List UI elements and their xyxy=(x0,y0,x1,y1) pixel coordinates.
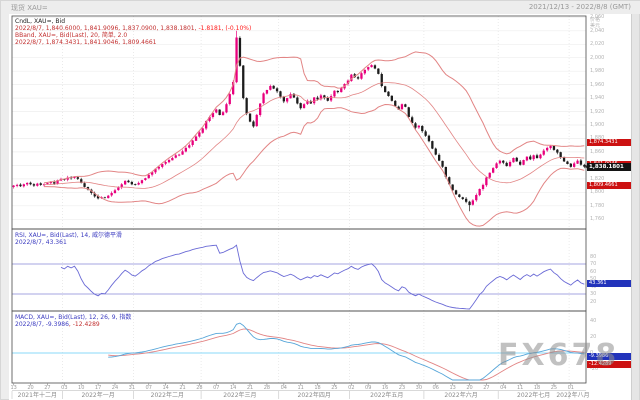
rsi-tick-label: 70 xyxy=(590,261,597,267)
rsi-badge: 43.361 xyxy=(587,280,633,288)
macd-tick-label: 20 xyxy=(590,334,597,340)
time-axis-day-label: 18 xyxy=(533,385,541,391)
macd-tick-label: -20 xyxy=(590,366,599,372)
time-axis-day-label: 02 xyxy=(348,385,355,391)
price-tick-label: 1,980 xyxy=(590,68,605,75)
time-axis-day-label: 25 xyxy=(331,385,338,391)
time-axis-day-label: 21 xyxy=(179,385,186,391)
price-tick-label: 1,800 xyxy=(590,189,605,196)
macd-legend-line: MACD, XAU=, Bid(Last), 12, 26, 9, 指数 xyxy=(15,314,132,321)
time-axis-day-label: 28 xyxy=(196,385,203,391)
time-axis-month-label: 2022年二月 xyxy=(150,392,184,399)
price-tick-label: 1,860 xyxy=(590,148,605,155)
time-axis-day-label: 13 xyxy=(10,385,17,391)
time-axis-day-label: 11 xyxy=(516,385,524,391)
rsi-tick-label: 80 xyxy=(590,253,597,260)
time-axis-day-label: 21 xyxy=(246,385,254,391)
price-tick-label: 1,920 xyxy=(590,108,605,115)
ohlc-change: -1.8181, (-0.10%) xyxy=(198,25,252,32)
time-axis-day-label: 27 xyxy=(483,385,490,391)
bollinger-legend-line: BBand, XAU=, Bid(Last), 20, 简单, 2.0 xyxy=(15,32,128,39)
price-axis-unit: 价格 xyxy=(590,17,601,23)
macd-value-line: 2022/8/7, -9.3986, -12.4289 xyxy=(15,321,131,328)
price-axis-unit: 美元 xyxy=(590,23,601,29)
price-tick-label: 1,960 xyxy=(590,81,605,88)
price-tick-label: 2,060 xyxy=(590,14,605,21)
price-tick-label: 1,900 xyxy=(590,122,605,129)
price-badge-red: 1,874.3431 xyxy=(587,138,633,146)
time-axis-day-label: 04 xyxy=(280,385,287,391)
time-axis-day-label: 11 xyxy=(297,385,304,391)
time-axis-day-label: 07 xyxy=(213,385,220,391)
window-right-strip xyxy=(631,14,639,400)
time-axis-month-label: 2022年七月 xyxy=(517,392,551,399)
rsi-pane-legend: RSI, XAU=, Bid(Last), 14, 威尔德平滑 2022/8/7… xyxy=(15,232,122,246)
price-tick-label: 2,000 xyxy=(590,54,605,61)
time-axis-day-label: 18 xyxy=(314,385,321,391)
price-tick-label: 1,940 xyxy=(590,95,605,102)
time-axis-month-label: 2022年一月 xyxy=(81,392,115,399)
time-axis-day-label: 07 xyxy=(145,385,152,391)
bollinger-values-line: 2022/8/7, 1,874.3431, 1,841.9046, 1,809.… xyxy=(15,39,157,46)
price-tick-label: 2,040 xyxy=(590,27,605,34)
time-axis-day-label: 14 xyxy=(229,385,237,391)
rsi-tick-label: 20 xyxy=(590,298,597,305)
chart-widget[interactable] xyxy=(9,14,634,400)
main-pane-legend: CndL, XAU=, Bid 2022/8/7, 1,840.6000, 1,… xyxy=(15,18,251,46)
macd-badge: -9.3986 xyxy=(587,353,633,360)
time-axis-day-label: 03 xyxy=(61,385,68,391)
macd-badge: -12.4289 xyxy=(587,360,633,368)
time-axis-month-label: 2022年四月 xyxy=(297,392,331,399)
macd-signal-value: , -12.4289 xyxy=(68,321,100,328)
time-axis-month-label: 2021年十二月 xyxy=(17,392,57,399)
time-axis-day-label: 13 xyxy=(449,385,456,391)
macd-value: 2022/8/7, -9.3986 xyxy=(15,321,69,328)
macd-pane-legend: MACD, XAU=, Bid(Last), 12, 26, 9, 指数 202… xyxy=(15,314,131,328)
time-axis-day-label: 14 xyxy=(162,385,169,391)
time-axis-month-label: 2022年三月 xyxy=(223,392,257,399)
time-axis-day-label: 16 xyxy=(381,385,389,391)
ohlc-legend-line: 2022/8/7, 1,840.6000, 1,841.9096, 1,837.… xyxy=(15,25,251,32)
time-axis-month-label: 2022年八月 xyxy=(556,392,590,399)
time-axis-day-label: 20 xyxy=(466,385,473,391)
window-titlebar: 现货 XAU= 2021/12/13 - 2022/8/8 (GMT) xyxy=(1,1,640,14)
time-axis-day-label: 31 xyxy=(128,385,136,391)
time-axis-day-label: 01 xyxy=(567,385,574,391)
price-badge-black: 1,838.1801 xyxy=(587,163,633,172)
time-axis-day-label: 04 xyxy=(500,385,507,391)
price-badge-red: 1,809.4661 xyxy=(587,182,633,190)
time-axis-day-label: 06 xyxy=(432,385,439,391)
price-tick-label: 1,820 xyxy=(590,175,605,182)
rsi-legend-line: RSI, XAU=, Bid(Last), 14, 威尔德平滑 xyxy=(15,232,123,239)
rsi-tick-label: 50 xyxy=(590,276,597,282)
date-range-label: 2021/12/13 - 2022/8/8 (GMT) xyxy=(528,3,631,11)
time-axis-day-label: 09 xyxy=(365,385,372,391)
time-axis-month-label: 2022年五月 xyxy=(370,392,404,399)
time-axis-day-label: 27 xyxy=(44,385,51,391)
time-axis-day-label: 28 xyxy=(263,385,271,391)
price-tick-label: 1,760 xyxy=(590,216,605,223)
time-axis-day-label: 25 xyxy=(550,385,558,391)
price-tick-label: 1,780 xyxy=(590,202,605,209)
fx678-watermark: FX678 xyxy=(498,338,620,373)
time-axis-day-label: 23 xyxy=(398,385,406,391)
time-axis-day-label: 20 xyxy=(27,385,34,391)
time-axis-month-label: 2022年六月 xyxy=(444,392,478,399)
price-tick-label: 2,020 xyxy=(590,41,605,48)
instrument-title: 现货 XAU= xyxy=(11,4,48,12)
time-axis-day-label: 30 xyxy=(415,385,423,391)
time-axis-day-label: 17 xyxy=(94,385,102,391)
time-axis-day-label: 10 xyxy=(78,385,85,391)
rsi-tick-label: 60 xyxy=(590,268,597,275)
rsi-tick-label: 30 xyxy=(590,291,597,297)
rsi-value-line: 2022/8/7, 43.361 xyxy=(15,239,67,246)
time-axis-day-label: 24 xyxy=(111,385,119,391)
price-tick-label: 1,880 xyxy=(590,135,604,141)
macd-tick-label: 40 xyxy=(590,318,597,324)
ohlc-values: 2022/8/7, 1,840.6000, 1,841.9096, 1,837.… xyxy=(15,25,199,32)
candle-legend-line: CndL, XAU=, Bid xyxy=(15,18,65,25)
